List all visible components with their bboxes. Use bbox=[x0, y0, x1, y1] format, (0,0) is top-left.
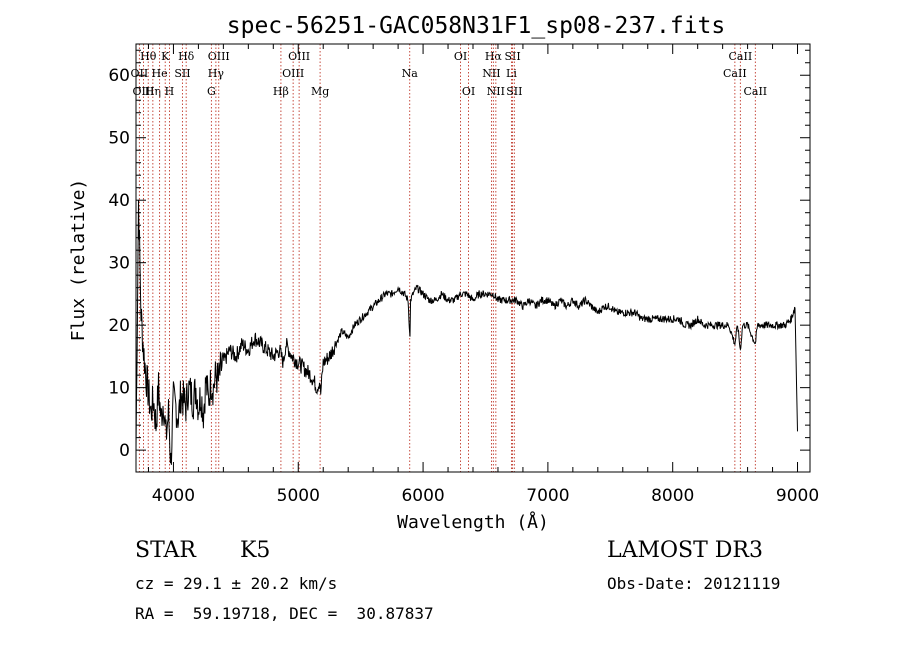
x-tick-label-5: 9000 bbox=[776, 486, 819, 506]
y-tick-label-6: 60 bbox=[108, 66, 130, 86]
spectral-line-label-3: Hη bbox=[145, 85, 161, 98]
y-tick-label-0: 0 bbox=[119, 441, 130, 461]
spectral-line-label-23: Li bbox=[506, 67, 517, 80]
y-tick-label-4: 40 bbox=[108, 191, 130, 211]
spectral-line-label-10: Hγ bbox=[208, 67, 225, 80]
spectral-line-label-19: Hα bbox=[485, 50, 503, 63]
spectral-line-label-21: NII bbox=[487, 85, 505, 98]
chart-title: spec-56251-GAC058N31F1_sp08-237.fits bbox=[227, 13, 726, 39]
spectral-line-label-17: OI bbox=[454, 50, 467, 63]
spectral-line-label-4: He bbox=[152, 67, 168, 80]
spectral-line-label-25: CaII bbox=[729, 50, 753, 63]
spectral-line-label-12: Hβ bbox=[273, 85, 289, 98]
spectral-line-label-26: CaII bbox=[723, 67, 747, 80]
spectral-line-label-0: Hθ bbox=[140, 50, 157, 63]
spectral-line-label-24: SII bbox=[506, 85, 522, 98]
plot-frame bbox=[135, 43, 811, 473]
spectral-line-label-5: K bbox=[161, 50, 170, 63]
redshift-velocity: cz = 29.1 ± 20.2 km/s bbox=[135, 574, 338, 593]
y-axis-label: Flux (relative) bbox=[68, 179, 89, 342]
axis-ticks: 4000 5000 6000 7000 8000 9000 0 10 20 30 40 50 60 bbox=[108, 44, 819, 506]
spectral-line-label-22: SII bbox=[504, 50, 520, 63]
spectrum-trace-layer bbox=[135, 199, 798, 465]
spectral-line-label-1: OII bbox=[131, 67, 149, 80]
spectral-line-label-18: OI bbox=[462, 85, 475, 98]
spectral-line-label-7: SII bbox=[174, 67, 190, 80]
spectral-line-label-27: CaII bbox=[743, 85, 767, 98]
spectral-line-label-9: OIII bbox=[208, 50, 230, 63]
survey-name: LAMOST DR3 bbox=[607, 538, 763, 563]
spectral-line-label-8: Hδ bbox=[178, 50, 195, 63]
spectral-line-label-2: OIII bbox=[132, 85, 154, 98]
spectrum-trace bbox=[135, 199, 798, 465]
x-tick-label-2: 6000 bbox=[401, 486, 444, 506]
y-tick-label-3: 30 bbox=[108, 254, 130, 274]
object-class: STAR bbox=[135, 538, 196, 563]
spectral-line-label-15: Mg bbox=[311, 85, 329, 98]
x-axis-label: Wavelength (Å) bbox=[397, 511, 549, 533]
x-tick-label-1: 5000 bbox=[277, 486, 320, 506]
y-tick-label-5: 50 bbox=[108, 129, 130, 149]
y-tick-label-2: 20 bbox=[108, 316, 130, 336]
x-tick-label-4: 8000 bbox=[651, 486, 694, 506]
x-tick-label-0: 4000 bbox=[152, 486, 195, 506]
spectral-line-label-6: H bbox=[165, 85, 175, 98]
spectral-line-label-20: NII bbox=[482, 67, 500, 80]
spectral-line-label-11: G bbox=[207, 85, 216, 98]
observation-date: Obs-Date: 20121119 bbox=[607, 574, 781, 593]
object-subclass: K5 bbox=[240, 538, 271, 563]
y-tick-label-1: 10 bbox=[108, 379, 130, 399]
x-tick-label-3: 7000 bbox=[526, 486, 569, 506]
spectral-line-label-14: OIII bbox=[288, 50, 310, 63]
coordinates: RA = 59.19718, DEC = 30.87837 bbox=[135, 604, 434, 623]
spectral-line-label-13: OIII bbox=[282, 67, 304, 80]
spectral-line-label-16: Na bbox=[402, 67, 419, 80]
